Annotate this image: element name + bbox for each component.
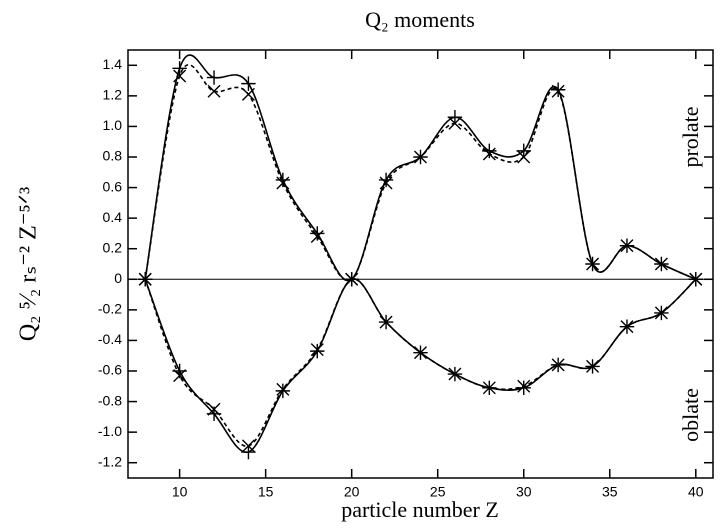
series-line	[144, 64, 697, 282]
y-tick-label: 1.0	[103, 117, 123, 133]
x-tick-label: 35	[602, 484, 618, 500]
x-tick-label: 25	[430, 484, 446, 500]
marker	[414, 346, 427, 360]
y-tick-label: 0	[114, 270, 122, 286]
marker	[654, 257, 668, 271]
chart-title: Q₂ moments	[365, 7, 475, 32]
marker	[379, 315, 393, 329]
marker	[241, 444, 256, 460]
marker	[378, 172, 394, 188]
series-line	[144, 278, 697, 453]
marker	[448, 367, 462, 381]
marker	[173, 69, 187, 83]
y-tick-label: 1.4	[103, 56, 123, 72]
x-tick-label: 20	[344, 484, 360, 500]
y-tick-label: 0.2	[103, 239, 123, 255]
marker	[586, 359, 600, 373]
y-tick-label: 0.8	[103, 148, 123, 164]
y-tick-label: 0.6	[103, 178, 123, 194]
marker	[172, 61, 187, 76]
x-axis-label: particle number Z	[341, 497, 499, 522]
y-tick-label: -1.0	[98, 423, 122, 439]
marker	[310, 226, 325, 241]
x-tick-label: 30	[516, 484, 532, 500]
marker	[620, 320, 634, 334]
marker	[310, 229, 324, 243]
marker	[551, 84, 565, 98]
marker	[138, 272, 152, 286]
marker	[275, 172, 291, 188]
y-tick-label: -0.2	[98, 301, 122, 317]
marker	[310, 343, 325, 359]
marker	[173, 369, 187, 383]
marker	[620, 239, 634, 253]
marker	[276, 176, 290, 190]
marker	[310, 343, 324, 357]
y-tick-label: -0.4	[98, 331, 122, 347]
marker	[241, 439, 255, 453]
x-tick-label: 10	[172, 484, 188, 500]
marker	[482, 381, 496, 395]
y-tick-label: -0.6	[98, 362, 122, 378]
marker	[275, 383, 291, 399]
marker	[379, 176, 393, 190]
y-tick-label: 0.4	[103, 209, 123, 225]
plot-frame	[127, 49, 714, 479]
marker	[517, 150, 531, 164]
marker	[516, 143, 531, 159]
y-axis-label: Q₂ ⁵⁄₂ rₛ⁻² Z⁻⁵ᐟ³	[16, 187, 42, 341]
marker	[654, 306, 668, 320]
y-tick-label: 1.2	[103, 87, 123, 103]
marker	[241, 87, 255, 101]
marker	[586, 257, 600, 271]
x-tick-label: 15	[258, 484, 274, 500]
annotation: oblate	[678, 388, 703, 442]
marker	[276, 382, 290, 396]
marker	[414, 150, 427, 164]
marker	[207, 84, 221, 98]
marker	[207, 402, 221, 416]
marker	[206, 70, 222, 85]
marker	[689, 272, 703, 286]
series-line	[144, 278, 697, 447]
marker	[517, 379, 531, 393]
marker	[345, 272, 359, 286]
marker	[482, 147, 496, 161]
marker	[241, 76, 256, 91]
marker	[550, 82, 566, 97]
marker	[551, 358, 565, 372]
y-tick-label: -1.2	[98, 453, 122, 469]
x-tick-label: 40	[688, 484, 704, 500]
annotation: prolate	[678, 106, 703, 167]
marker	[448, 116, 462, 130]
marker	[447, 110, 463, 125]
y-tick-label: -0.8	[98, 392, 122, 408]
